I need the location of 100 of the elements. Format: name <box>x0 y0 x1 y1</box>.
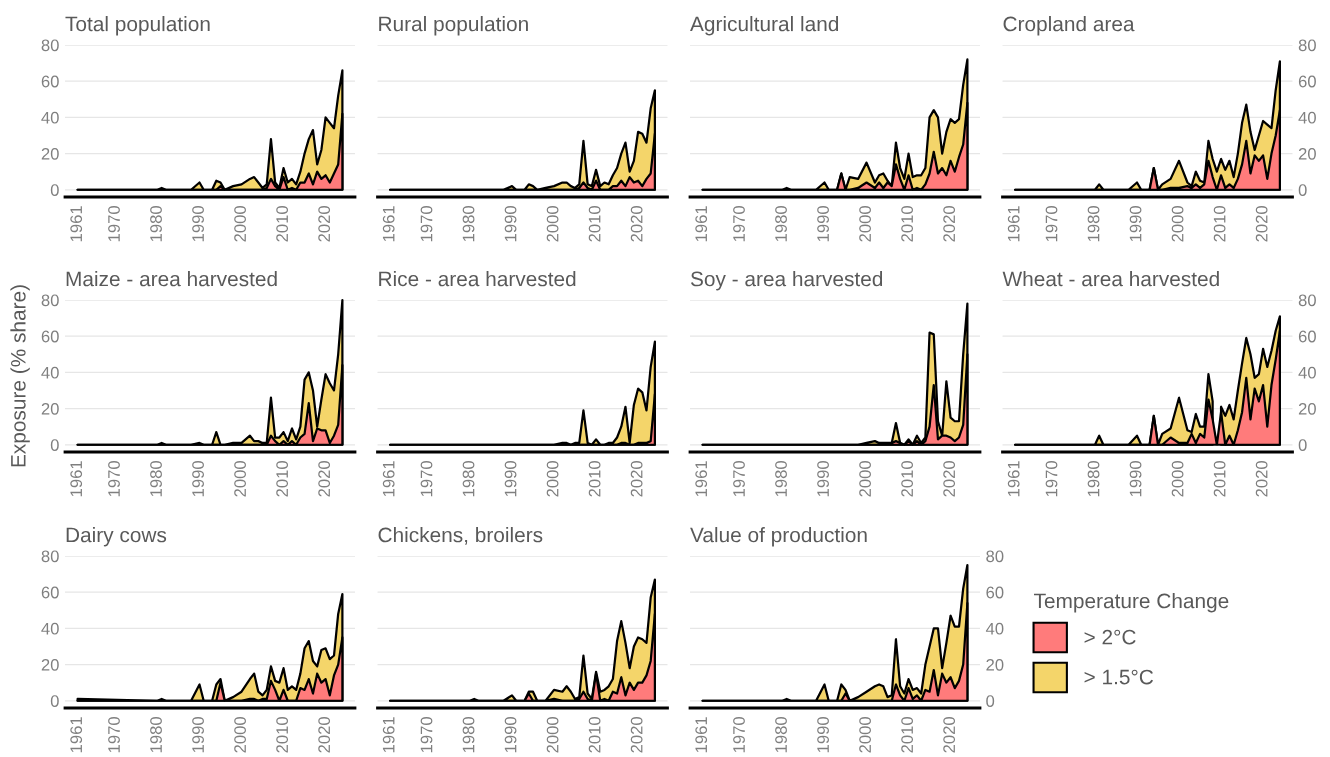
chart-title: Rural population <box>379 16 528 36</box>
x-tick-label: 2010 <box>588 460 601 497</box>
x-tick-label: 1970 <box>420 716 433 753</box>
x-tick-label: 2000 <box>1171 205 1184 242</box>
y-tick-label: 20 <box>1298 402 1316 415</box>
x-tick-label: 1970 <box>108 460 120 497</box>
y-tick-label: 80 <box>41 550 59 563</box>
x-tick-label: 1961 <box>1007 206 1020 242</box>
legend-title: Temperature Change <box>1034 592 1229 613</box>
x-tick-label: 2000 <box>859 460 871 497</box>
x-tick-label: 2020 <box>943 460 956 497</box>
x-tick-label: 2010 <box>588 716 601 753</box>
x-tick-label: 1990 <box>817 205 829 242</box>
x-tick-label: 1980 <box>462 205 475 242</box>
x-tick-label: 1961 <box>1007 461 1020 497</box>
x-tick-label: 1980 <box>150 460 162 497</box>
x-tick-label: 2000 <box>546 205 559 242</box>
x-tick-label: 1970 <box>420 205 433 242</box>
x-tick-label: 1980 <box>150 716 162 753</box>
x-tick-label: 1980 <box>150 205 162 242</box>
x-tick-label: 1980 <box>1087 205 1100 242</box>
x-tick-label: 1990 <box>1129 460 1142 497</box>
x-tick-label: 1961 <box>382 206 395 242</box>
x-tick-label: 2010 <box>1213 205 1226 242</box>
y-tick-label: 80 <box>41 294 59 307</box>
x-tick-label: 2020 <box>1255 205 1268 242</box>
y-tick-label: 80 <box>986 550 1004 563</box>
x-tick-label: 1970 <box>108 716 120 753</box>
x-tick-label: 1961 <box>695 461 708 497</box>
chart-title: Agricultural land <box>690 16 839 36</box>
y-tick-label: 20 <box>41 147 59 160</box>
x-tick-label: 2020 <box>1255 460 1268 497</box>
x-tick-label: 1980 <box>775 716 787 753</box>
x-tick-label: 2000 <box>234 460 246 497</box>
y-tick-label: 0 <box>50 184 59 196</box>
chart-title: Value of production <box>690 527 867 547</box>
x-tick-label: 1990 <box>504 716 517 753</box>
chart-title: Maize - area harvested <box>66 271 277 287</box>
y-tick-label: 60 <box>41 330 59 343</box>
x-tick-label: 1990 <box>504 205 517 242</box>
chart-title: Chickens, broilers <box>378 527 543 545</box>
y-tick-label: 60 <box>1298 75 1316 88</box>
y-tick-label: 60 <box>986 586 1004 599</box>
y-tick-label: 0 <box>1298 184 1307 196</box>
x-tick-label: 2020 <box>630 716 643 753</box>
x-tick-label: 1980 <box>1087 460 1100 497</box>
x-tick-label: 1961 <box>382 461 395 497</box>
x-tick-label: 2020 <box>943 205 956 242</box>
x-tick-label: 2020 <box>943 716 956 753</box>
y-tick-label: 0 <box>986 695 995 707</box>
x-tick-label: 2000 <box>859 205 871 242</box>
y-axis-title: Exposure (% share) <box>10 285 30 467</box>
x-tick-label: 2000 <box>234 716 246 753</box>
x-tick-label: 2000 <box>546 716 559 753</box>
y-tick-label: 40 <box>41 622 59 635</box>
y-tick-label: 40 <box>41 111 59 124</box>
x-tick-label: 1970 <box>1045 460 1058 497</box>
legend-label: > 1.5°C <box>1084 669 1154 685</box>
x-tick-label: 1970 <box>420 460 433 497</box>
chart-title: Dairy cows <box>66 527 167 547</box>
chart-title: Soy - area harvested <box>690 271 883 291</box>
x-tick-label: 2000 <box>1171 460 1184 497</box>
x-tick-label: 1990 <box>192 716 204 753</box>
y-tick-label: 60 <box>41 75 59 88</box>
x-tick-label: 2010 <box>901 460 914 497</box>
x-tick-label: 2000 <box>546 460 559 497</box>
x-tick-label: 1990 <box>192 460 204 497</box>
y-tick-label: 40 <box>1298 111 1316 124</box>
x-tick-label: 2020 <box>630 460 643 497</box>
y-tick-label: 40 <box>985 622 1004 635</box>
x-tick-label: 1980 <box>775 205 787 242</box>
x-tick-label: 1980 <box>462 716 475 753</box>
x-tick-label: 1970 <box>733 716 745 753</box>
x-tick-label: 2020 <box>318 460 331 497</box>
y-tick-label: 80 <box>1298 39 1316 52</box>
x-tick-label: 2010 <box>276 460 289 497</box>
x-tick-label: 2000 <box>859 716 871 753</box>
x-tick-label: 1990 <box>817 460 829 497</box>
x-tick-label: 1990 <box>192 205 204 242</box>
x-tick-label: 2010 <box>276 205 289 242</box>
x-tick-label: 2010 <box>901 716 914 753</box>
chart-title: Total population <box>65 16 210 36</box>
y-tick-label: 80 <box>1298 294 1316 307</box>
y-tick-label: 60 <box>1298 330 1316 343</box>
x-tick-label: 1990 <box>817 716 829 753</box>
x-tick-label: 1980 <box>462 460 475 497</box>
y-tick-label: 0 <box>50 695 59 707</box>
y-tick-label: 0 <box>50 439 59 451</box>
y-tick-label: 0 <box>1298 439 1307 451</box>
x-tick-label: 1970 <box>733 205 745 242</box>
y-tick-label: 20 <box>41 402 59 415</box>
x-tick-label: 2010 <box>1213 460 1226 497</box>
x-tick-label: 1970 <box>108 205 120 242</box>
y-tick-label: 40 <box>1298 366 1316 379</box>
x-tick-label: 1990 <box>504 460 517 497</box>
chart-title: Cropland area <box>1003 16 1135 36</box>
x-tick-label: 2000 <box>234 205 246 242</box>
legend-label: > 2°C <box>1084 629 1136 645</box>
chart-title: Rice - area harvested <box>379 271 576 287</box>
x-tick-label: 2010 <box>588 205 601 242</box>
